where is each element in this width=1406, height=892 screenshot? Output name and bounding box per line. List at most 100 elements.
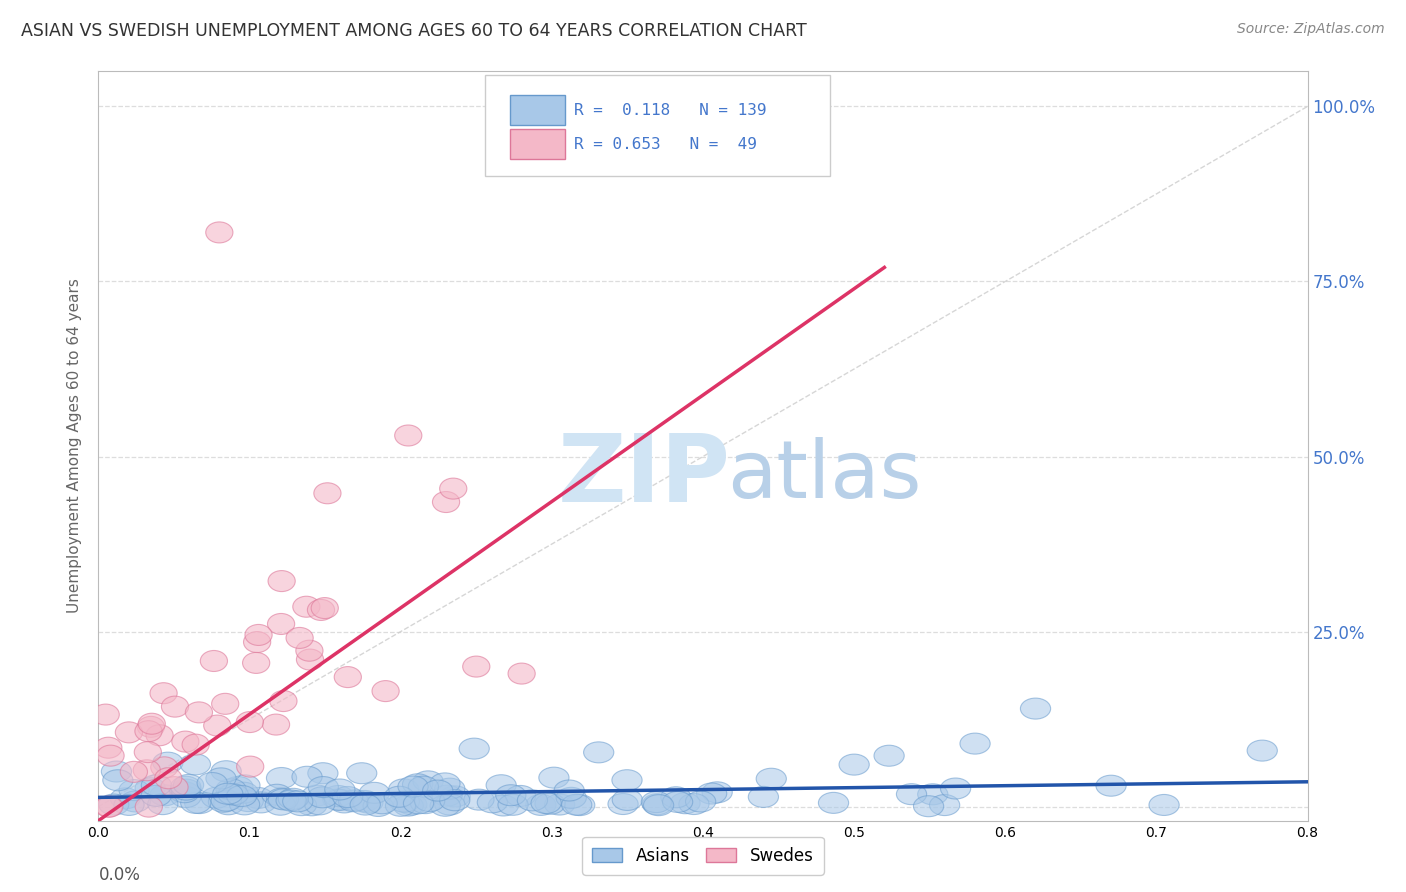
Ellipse shape <box>373 681 399 702</box>
Ellipse shape <box>110 788 141 809</box>
Ellipse shape <box>184 793 215 814</box>
Ellipse shape <box>388 779 419 800</box>
Ellipse shape <box>121 791 150 812</box>
Ellipse shape <box>508 663 536 684</box>
Ellipse shape <box>1021 698 1050 719</box>
Ellipse shape <box>918 784 948 805</box>
Ellipse shape <box>162 696 188 717</box>
Ellipse shape <box>245 624 273 646</box>
Ellipse shape <box>434 778 465 799</box>
Ellipse shape <box>531 792 561 814</box>
Ellipse shape <box>311 598 339 618</box>
Ellipse shape <box>148 794 179 814</box>
Ellipse shape <box>325 779 354 800</box>
Ellipse shape <box>172 731 200 752</box>
Ellipse shape <box>385 796 416 816</box>
Ellipse shape <box>135 778 166 798</box>
FancyBboxPatch shape <box>509 129 565 159</box>
Ellipse shape <box>160 777 188 797</box>
Ellipse shape <box>180 754 211 775</box>
Ellipse shape <box>94 737 122 758</box>
Ellipse shape <box>486 775 516 796</box>
Ellipse shape <box>146 724 173 746</box>
Ellipse shape <box>557 788 586 808</box>
Ellipse shape <box>181 734 209 756</box>
Ellipse shape <box>141 785 172 806</box>
Ellipse shape <box>308 777 339 797</box>
Ellipse shape <box>186 702 212 723</box>
Ellipse shape <box>172 779 201 800</box>
Ellipse shape <box>323 786 353 806</box>
Ellipse shape <box>554 780 585 801</box>
Ellipse shape <box>297 795 328 816</box>
Ellipse shape <box>217 784 246 805</box>
Ellipse shape <box>155 768 181 789</box>
Ellipse shape <box>308 599 335 621</box>
Ellipse shape <box>702 781 733 803</box>
Ellipse shape <box>180 792 211 814</box>
Ellipse shape <box>329 792 360 813</box>
Ellipse shape <box>297 649 323 670</box>
Ellipse shape <box>498 794 529 815</box>
Ellipse shape <box>612 789 643 811</box>
Ellipse shape <box>526 795 555 815</box>
Ellipse shape <box>153 752 183 773</box>
Ellipse shape <box>679 794 709 814</box>
Ellipse shape <box>91 704 120 725</box>
Ellipse shape <box>267 614 295 634</box>
Ellipse shape <box>350 794 381 815</box>
Ellipse shape <box>135 721 162 741</box>
Ellipse shape <box>243 788 273 808</box>
Ellipse shape <box>402 773 433 795</box>
Ellipse shape <box>217 779 246 800</box>
Ellipse shape <box>415 790 444 812</box>
Ellipse shape <box>333 787 363 807</box>
Ellipse shape <box>360 782 389 804</box>
Ellipse shape <box>662 791 693 813</box>
Text: R =  0.118   N = 139: R = 0.118 N = 139 <box>574 103 766 118</box>
Ellipse shape <box>243 652 270 673</box>
Ellipse shape <box>340 789 370 811</box>
Ellipse shape <box>534 793 565 814</box>
Ellipse shape <box>350 790 380 812</box>
Ellipse shape <box>404 793 433 814</box>
Ellipse shape <box>96 797 122 817</box>
Ellipse shape <box>267 789 297 809</box>
Ellipse shape <box>488 795 519 816</box>
Ellipse shape <box>243 632 271 653</box>
Ellipse shape <box>98 794 129 815</box>
Ellipse shape <box>302 785 332 806</box>
Ellipse shape <box>1247 740 1278 761</box>
Ellipse shape <box>440 789 470 811</box>
Ellipse shape <box>283 791 314 812</box>
Ellipse shape <box>292 596 321 617</box>
Ellipse shape <box>561 794 592 815</box>
Ellipse shape <box>396 794 427 815</box>
Ellipse shape <box>204 715 231 736</box>
Ellipse shape <box>208 791 239 813</box>
Ellipse shape <box>505 786 536 806</box>
Ellipse shape <box>138 714 166 734</box>
Text: 0.0%: 0.0% <box>98 865 141 884</box>
Ellipse shape <box>266 767 297 789</box>
Ellipse shape <box>150 756 179 778</box>
Ellipse shape <box>460 739 489 759</box>
Ellipse shape <box>134 760 160 780</box>
Ellipse shape <box>269 789 298 810</box>
Ellipse shape <box>496 785 526 805</box>
Ellipse shape <box>395 425 422 446</box>
Ellipse shape <box>432 785 463 806</box>
Text: Source: ZipAtlas.com: Source: ZipAtlas.com <box>1237 22 1385 37</box>
Ellipse shape <box>314 483 342 504</box>
Ellipse shape <box>263 714 290 735</box>
Ellipse shape <box>233 790 263 812</box>
Ellipse shape <box>440 786 470 807</box>
Text: ASIAN VS SWEDISH UNEMPLOYMENT AMONG AGES 60 TO 64 YEARS CORRELATION CHART: ASIAN VS SWEDISH UNEMPLOYMENT AMONG AGES… <box>21 22 807 40</box>
Ellipse shape <box>169 781 200 803</box>
Ellipse shape <box>236 712 263 732</box>
Ellipse shape <box>120 780 149 801</box>
Ellipse shape <box>295 640 323 661</box>
Ellipse shape <box>389 791 419 813</box>
Ellipse shape <box>228 782 259 803</box>
Ellipse shape <box>875 745 904 766</box>
